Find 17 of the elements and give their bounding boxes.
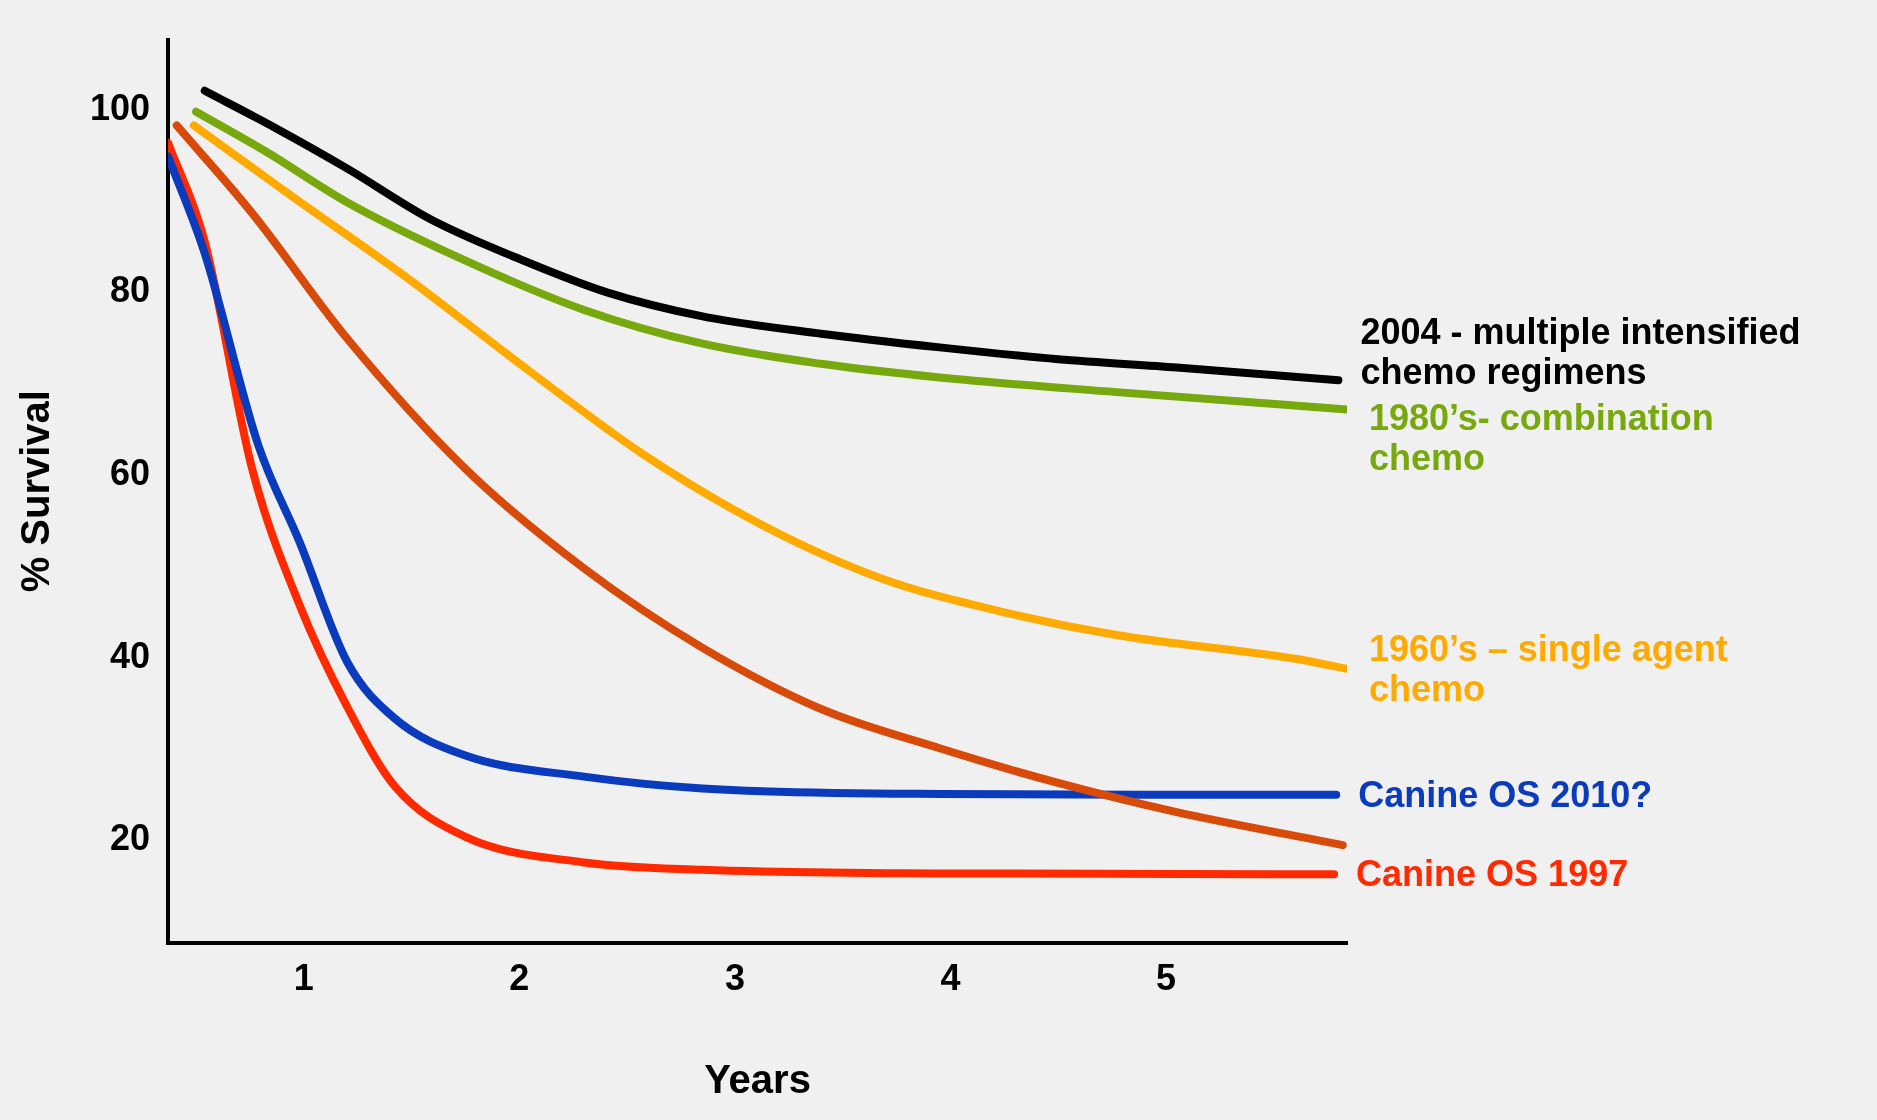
x-tick-label: 5 bbox=[1155, 957, 1176, 999]
y-tick-label: 60 bbox=[110, 452, 151, 494]
x-tick-label: 3 bbox=[724, 957, 745, 999]
series-label: Canine OS 1997 bbox=[1356, 853, 1630, 895]
y-tick-label: 100 bbox=[89, 86, 151, 128]
x-tick-label: 1 bbox=[293, 957, 314, 999]
series-label: 1980’s- combination chemo bbox=[1369, 396, 1715, 478]
y-tick-label: 20 bbox=[110, 817, 151, 859]
x-axis-title: Years bbox=[704, 1057, 811, 1102]
y-tick-label: 80 bbox=[110, 269, 151, 311]
y-tick-label: 40 bbox=[110, 634, 151, 676]
series-label: 2004 - multiple intensified chemo regimens bbox=[1360, 310, 1802, 392]
series-label: 1960’s – single agent chemo bbox=[1369, 627, 1729, 709]
y-axis-title: % Survival bbox=[13, 390, 58, 593]
series-label: Canine OS 2010? bbox=[1358, 773, 1654, 815]
x-tick-label: 2 bbox=[509, 957, 530, 999]
x-tick-label: 4 bbox=[940, 957, 961, 999]
